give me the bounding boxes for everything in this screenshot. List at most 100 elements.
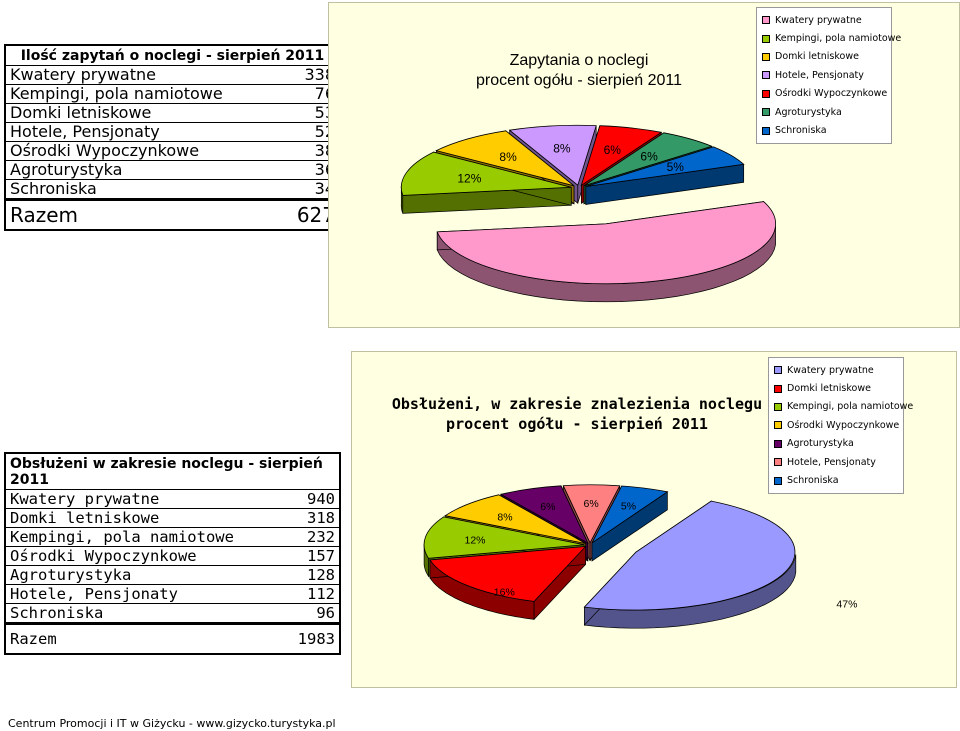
inquiries-legend-item: Hotele, Pensjonaty xyxy=(762,66,886,84)
inquiries-legend-label: Kempingi, pola namiotowe xyxy=(775,33,902,45)
served-legend-swatch xyxy=(774,402,782,411)
inquiries-legend-swatch xyxy=(762,108,770,117)
inquiries-legend-item: Domki letniskowe xyxy=(762,48,886,66)
served-percent-label: 8% xyxy=(497,511,512,523)
inquiries-row: Hotele, Pensjonaty 52 xyxy=(6,123,339,142)
served-chart-title-line: Obsłużeni, w zakresie znalezienia nocleg… xyxy=(391,395,763,413)
inquiries-slice-2 xyxy=(435,130,575,187)
served-slice-4 xyxy=(499,485,589,544)
inquiries-legend-item: Schroniska xyxy=(762,121,886,139)
inquiries-slice-3 xyxy=(508,124,597,186)
served-row-label: Hotele, Pensjonaty xyxy=(10,585,178,603)
inquiries-percent-label: 6% xyxy=(604,143,622,157)
inquiries-slice-1 xyxy=(400,151,572,196)
served-slice-3 xyxy=(444,494,586,544)
served-legend-swatch xyxy=(774,458,782,467)
inquiries-row: Kwatery prywatne 338 xyxy=(6,66,339,85)
inquiries-row: Domki letniskowe 53 xyxy=(6,104,339,123)
inquiries-row-label: Kempingi, pola namiotowe xyxy=(10,84,223,103)
served-legend-item: Schroniska xyxy=(774,471,898,489)
inquiries-legend: Kwatery prywatne Kempingi, pola namiotowe… xyxy=(756,7,901,144)
served-legend-label: Hotele, Pensjonaty xyxy=(787,456,876,468)
served-row: Ośrodki Wypoczynkowe 157 xyxy=(6,547,339,566)
served-percent-label: 47% xyxy=(836,598,857,610)
inquiries-chart-subtitle: procent ogółu - sierpień 2011 xyxy=(475,72,683,89)
served-table: Obsłużeni w zakresie noclegu - sierpień … xyxy=(4,452,341,655)
served-slice-5 xyxy=(562,484,621,544)
served-slice-0 xyxy=(583,500,796,611)
served-total-value: 1983 xyxy=(297,630,335,648)
inquiries-percent-label: 6% xyxy=(640,150,658,164)
served-legend-swatch xyxy=(774,384,782,393)
inquiries-legend-item: Kempingi, pola namiotowe xyxy=(762,29,901,47)
served-slice-2 xyxy=(423,516,585,559)
inquiries-percent-label: 12% xyxy=(457,171,481,185)
served-legend-swatch xyxy=(774,366,782,375)
served-row-value: 96 xyxy=(316,604,335,622)
served-legend-label: Agroturystyka xyxy=(787,438,854,450)
served-row-value: 940 xyxy=(307,490,335,508)
inquiries-row: Agroturystyka 36 xyxy=(6,161,339,180)
inquiries-row-label: Domki letniskowe xyxy=(10,103,152,122)
served-percent-label: 16% xyxy=(494,586,515,598)
inquiries-legend-label: Schroniska xyxy=(775,125,827,137)
served-row: Agroturystyka 128 xyxy=(6,566,339,585)
inquiries-row-label: Ośrodki Wypoczynkowe xyxy=(10,141,200,160)
inquiries-slice-5 xyxy=(583,132,713,187)
served-slice-1 xyxy=(429,545,587,602)
served-row: Schroniska 96 xyxy=(6,604,339,623)
inquiries-legend-item: Kwatery prywatne xyxy=(762,11,886,29)
served-total-label: Razem xyxy=(10,630,57,648)
served-legend-label: Schroniska xyxy=(787,475,839,487)
served-row-label: Kempingi, pola namiotowe xyxy=(10,528,234,546)
served-legend-item: Hotele, Pensjonaty xyxy=(774,453,898,471)
served-row-value: 318 xyxy=(307,509,335,527)
served-legend-label: Kempingi, pola namiotowe xyxy=(787,401,914,413)
inquiries-legend-label: Kwatery prywatne xyxy=(775,14,862,26)
inquiries-pie-chart: Zapytania o noclegi procent ogółu - sier… xyxy=(328,2,960,328)
served-legend-swatch xyxy=(774,476,782,485)
inquiries-legend-swatch xyxy=(762,52,770,61)
inquiries-row-label: Hotele, Pensjonaty xyxy=(10,122,160,141)
served-row-label: Kwatery prywatne xyxy=(10,490,160,508)
inquiries-legend-swatch xyxy=(762,71,770,80)
served-chart-title: Obsłużeni, w zakresie znalezienia nocleg… xyxy=(382,394,772,434)
served-legend-item: Agroturystyka xyxy=(774,435,898,453)
served-total-row: Razem 1983 xyxy=(6,623,339,653)
inquiries-percent-label: 8% xyxy=(499,150,517,164)
inquiries-chart-title: Zapytania o noclegi procent ogółu - sier… xyxy=(449,51,709,91)
inquiries-legend-swatch xyxy=(762,34,770,43)
served-row: Kwatery prywatne 940 xyxy=(6,490,339,509)
served-table-rows: Kwatery prywatne 940 Domki letniskowe 318 Ke… xyxy=(6,490,339,653)
inquiries-row-label: Schroniska xyxy=(10,179,97,198)
inquiries-pie-svg: 55%12%8%8%6%6%5% xyxy=(400,124,777,303)
inquiries-legend-swatch xyxy=(762,89,770,98)
served-chart-subtitle: procent ogółu - sierpień 2011 xyxy=(446,415,708,433)
inquiries-legend-label: Ośrodki Wypoczynkowe xyxy=(775,88,888,100)
inquiries-row: Kempingi, pola namiotowe 76 xyxy=(6,85,339,104)
inquiries-table-title: Ilość zapytań o noclegi - sierpień 2011 xyxy=(6,46,339,66)
inquiries-legend-item: Ośrodki Wypoczynkowe xyxy=(762,85,888,103)
inquiries-legend-label: Domki letniskowe xyxy=(775,51,859,63)
served-legend-label: Kwatery prywatne xyxy=(787,364,874,376)
inquiries-table: Ilość zapytań o noclegi - sierpień 2011 … xyxy=(4,44,341,231)
served-legend: Kwatery prywatne Domki letniskowe Kempingi… xyxy=(768,357,913,494)
served-row: Hotele, Pensjonaty 112 xyxy=(6,585,339,604)
inquiries-percent-label: 5% xyxy=(667,160,685,174)
served-percent-label: 12% xyxy=(464,535,485,547)
served-legend-swatch xyxy=(774,439,782,448)
served-row-value: 112 xyxy=(307,585,335,603)
served-row-value: 232 xyxy=(307,528,335,546)
inquiries-legend-swatch xyxy=(762,126,770,135)
served-table-title: Obsłużeni w zakresie noclegu - sierpień … xyxy=(6,454,339,490)
served-legend-label: Domki letniskowe xyxy=(787,383,871,395)
inquiries-percent-label: 8% xyxy=(553,142,571,156)
served-row: Kempingi, pola namiotowe 232 xyxy=(6,528,339,547)
inquiries-row-value: 338 xyxy=(304,65,335,84)
served-pie-chart: Obsłużeni, w zakresie znalezienia nocleg… xyxy=(351,351,957,688)
served-legend-item: Ośrodki Wypoczynkowe xyxy=(774,416,899,434)
served-percent-label: 5% xyxy=(621,500,636,512)
served-pie-svg: 47% 16% 12% 8% 6% 6% 5% xyxy=(423,484,857,629)
served-percent-label: 6% xyxy=(584,498,599,510)
served-legend-swatch xyxy=(774,421,782,430)
